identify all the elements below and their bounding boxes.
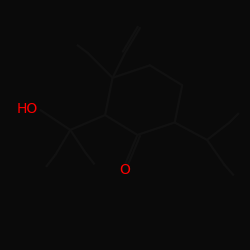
- Text: HO: HO: [16, 102, 38, 116]
- Text: O: O: [120, 163, 130, 177]
